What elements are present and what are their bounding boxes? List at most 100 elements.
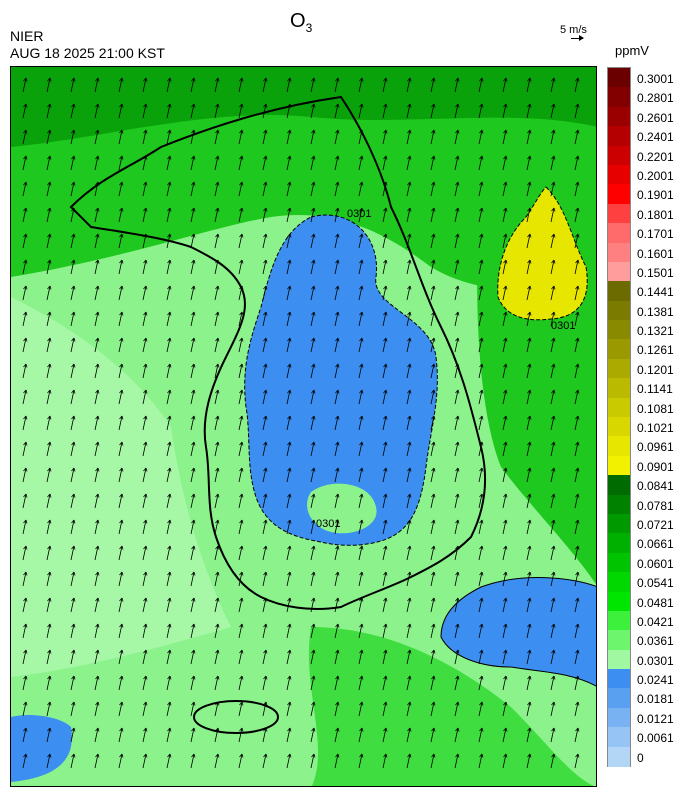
- wind-arrow-head: [167, 597, 172, 602]
- wind-arrow: [574, 259, 579, 275]
- wind-arrow-head: [287, 623, 292, 628]
- wind-arrow-head: [359, 675, 364, 680]
- wind-arrow: [454, 675, 459, 691]
- wind-arrow: [46, 415, 51, 431]
- wind-arrow: [190, 493, 195, 509]
- wind-arrow: [406, 207, 411, 223]
- wind-arrow-head: [143, 337, 148, 342]
- wind-arrow-head: [23, 467, 28, 472]
- wind-arrow-head: [359, 649, 364, 654]
- wind-arrow: [238, 727, 243, 743]
- wind-arrow: [262, 77, 267, 93]
- wind-arrow-head: [455, 155, 460, 160]
- wind-arrow: [214, 233, 219, 249]
- wind-arrow-head: [215, 129, 220, 134]
- wind-arrow-head: [239, 727, 244, 732]
- wind-arrow-head: [311, 727, 316, 732]
- colorbar-segment: [608, 203, 630, 224]
- colorbar-tick-label: 0.1501: [637, 265, 674, 280]
- wind-arrow-head: [47, 129, 52, 134]
- wind-arrow: [46, 623, 51, 639]
- wind-arrow: [574, 337, 579, 353]
- wind-arrow: [430, 415, 435, 431]
- wind-arrow: [550, 467, 555, 483]
- wind-arrow: [334, 649, 339, 665]
- wind-arrow: [46, 207, 51, 223]
- wind-arrow: [166, 701, 171, 717]
- wind-arrow-head: [479, 337, 484, 342]
- wind-arrow: [238, 649, 243, 665]
- wind-arrow: [454, 77, 459, 93]
- wind-arrow: [358, 441, 363, 457]
- wind-arrow: [358, 363, 363, 379]
- wind-arrow: [142, 467, 147, 483]
- wind-arrow-head: [479, 415, 484, 420]
- wind-arrow-head: [119, 441, 124, 446]
- wind-arrow: [430, 467, 435, 483]
- wind-arrow: [190, 753, 195, 769]
- wind-arrow: [190, 129, 195, 145]
- wind-arrow: [526, 77, 531, 93]
- wind-arrow: [46, 285, 51, 301]
- wind-arrow-head: [23, 597, 28, 602]
- wind-arrow: [286, 701, 291, 717]
- wind-arrow: [526, 441, 531, 457]
- wind-arrow: [214, 285, 219, 301]
- wind-arrow: [334, 129, 339, 145]
- wind-arrow-head: [191, 519, 196, 524]
- wind-arrow-head: [239, 623, 244, 628]
- wind-arrow-head: [527, 753, 532, 758]
- wind-arrow-head: [335, 363, 340, 368]
- wind-arrow-head: [311, 181, 316, 186]
- wind-arrow-head: [503, 389, 508, 394]
- wind-arrow: [334, 363, 339, 379]
- wind-arrow: [22, 233, 27, 249]
- wind-arrow-head: [431, 129, 436, 134]
- wind-arrow: [502, 649, 507, 665]
- ozone-map[interactable]: 0301 0301 0301: [10, 66, 597, 787]
- wind-arrow-head: [479, 701, 484, 706]
- wind-arrow-head: [431, 415, 436, 420]
- colorbar-segment: [608, 436, 630, 457]
- wind-arrow-head: [335, 675, 340, 680]
- wind-arrow-head: [95, 701, 100, 706]
- wind-arrow: [574, 597, 579, 613]
- wind-arrow-head: [239, 259, 244, 264]
- wind-arrow-head: [23, 441, 28, 446]
- wind-arrow: [94, 701, 99, 717]
- wind-arrow: [310, 675, 315, 691]
- wind-arrow-head: [263, 597, 268, 602]
- wind-arrow: [70, 337, 75, 353]
- wind-arrow: [118, 103, 123, 119]
- wind-arrow-head: [503, 467, 508, 472]
- wind-arrow-head: [383, 519, 388, 524]
- wind-arrow: [22, 389, 27, 405]
- wind-arrow-head: [23, 519, 28, 524]
- wind-scale-arrow-icon: [571, 35, 584, 41]
- wind-arrow-head: [407, 415, 412, 420]
- wind-arrow-head: [263, 181, 268, 186]
- wind-arrow-head: [95, 571, 100, 576]
- wind-arrow: [310, 77, 315, 93]
- wind-arrow-head: [191, 181, 196, 186]
- wind-arrow: [166, 259, 171, 275]
- wind-arrow: [286, 467, 291, 483]
- wind-arrow: [142, 233, 147, 249]
- wind-arrow: [406, 155, 411, 171]
- colorbar-segment: [608, 746, 630, 767]
- wind-arrow: [94, 77, 99, 93]
- wind-arrow-head: [527, 415, 532, 420]
- wind-arrow-head: [143, 363, 148, 368]
- wind-arrow-head: [527, 259, 532, 264]
- wind-arrow: [166, 597, 171, 613]
- wind-arrow-head: [215, 753, 220, 758]
- wind-arrow-head: [239, 363, 244, 368]
- wind-arrow: [454, 363, 459, 379]
- wind-arrow: [46, 389, 51, 405]
- wind-arrow: [214, 181, 219, 197]
- wind-arrow-head: [47, 415, 52, 420]
- wind-arrow-head: [479, 259, 484, 264]
- wind-arrow-head: [575, 623, 580, 628]
- wind-arrow-head: [551, 233, 556, 238]
- wind-arrow: [550, 155, 555, 171]
